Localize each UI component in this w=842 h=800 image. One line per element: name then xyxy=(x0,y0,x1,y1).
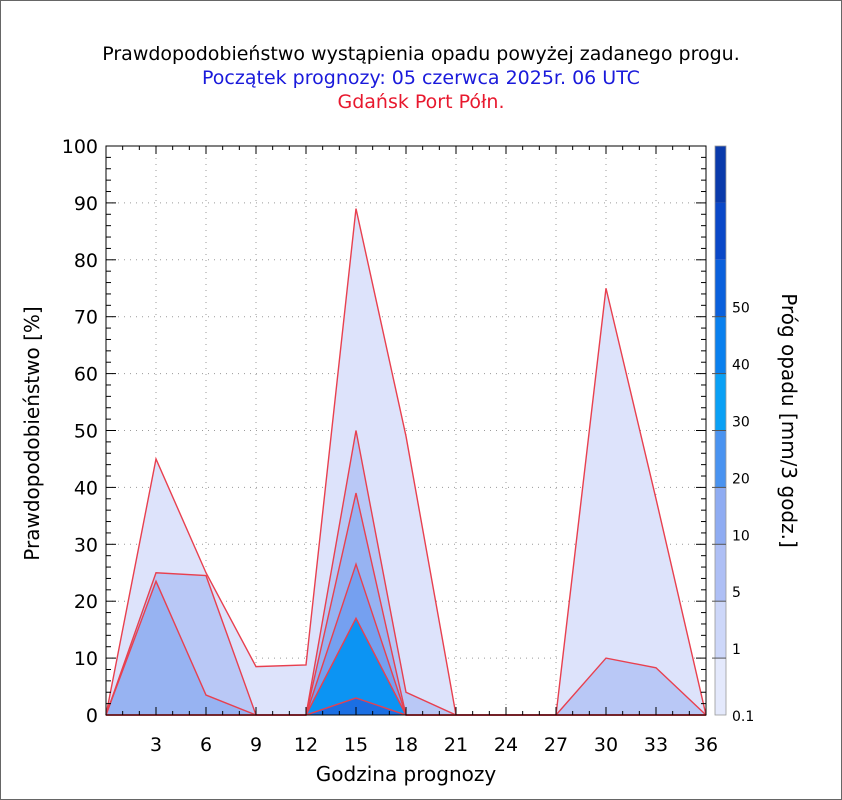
y-tick-label: 40 xyxy=(74,477,98,499)
y-tick-label: 60 xyxy=(74,364,98,386)
y-tick-label: 100 xyxy=(62,136,98,158)
y-tick-label: 50 xyxy=(74,421,98,443)
area-threshold-5 xyxy=(106,493,706,715)
chart-title: Prawdopodobieństwo wystąpienia opadu pow… xyxy=(102,43,740,65)
x-tick-label: 12 xyxy=(294,734,318,756)
x-tick-label: 3 xyxy=(150,734,162,756)
colorbar-tick-label: 30 xyxy=(732,415,750,431)
x-tick-label: 27 xyxy=(544,734,568,756)
colorbar-tick-label: 20 xyxy=(732,471,750,487)
colorbar-segment xyxy=(715,146,726,203)
x-tick-label: 30 xyxy=(594,734,618,756)
colorbar-tick-label: 10 xyxy=(732,528,750,544)
colorbar-segment xyxy=(715,373,726,431)
x-tick-label: 24 xyxy=(494,734,518,756)
y-tick-label: 0 xyxy=(86,705,98,727)
y-axis-label: Prawdopodobieństwo [%] xyxy=(20,306,44,560)
colorbar-tick-label: 0.1 xyxy=(732,709,754,725)
x-tick-label: 9 xyxy=(250,734,262,756)
x-tick-label: 33 xyxy=(644,734,668,756)
colorbar-segment xyxy=(715,316,726,374)
area-threshold-0-1 xyxy=(106,208,706,715)
colorbar-segment xyxy=(715,487,726,545)
line-threshold-0-1 xyxy=(105,208,707,716)
chart-subtitle: Początek prognozy: 05 czerwca 2025r. 06 … xyxy=(202,67,640,89)
y-tick-label: 90 xyxy=(74,193,98,215)
x-tick-label: 15 xyxy=(344,734,368,756)
colorbar-segment xyxy=(715,430,726,488)
colorbar-label: Próg opadu [mm/3 godz.] xyxy=(777,293,801,548)
y-tick-label: 30 xyxy=(74,534,98,556)
colorbar-segment xyxy=(715,544,726,602)
x-tick-label: 36 xyxy=(694,734,718,756)
colorbar-tick-label: 40 xyxy=(732,358,750,374)
colorbar-tick-label: 1 xyxy=(732,642,741,658)
y-tick-label: 70 xyxy=(74,307,98,329)
colorbar-segment xyxy=(715,259,726,317)
colorbar-tick-label: 50 xyxy=(732,301,750,317)
colorbar-segment xyxy=(715,202,726,260)
colorbar-segment xyxy=(715,658,726,715)
y-tick-label: 20 xyxy=(74,591,98,613)
y-tick-label: 80 xyxy=(74,250,98,272)
x-tick-label: 21 xyxy=(444,734,468,756)
x-axis-label: Godzina prognozy xyxy=(316,762,497,786)
line-threshold-1 xyxy=(105,430,707,716)
y-tick-label: 10 xyxy=(74,648,98,670)
x-tick-label: 6 xyxy=(200,734,212,756)
chart-location: Gdańsk Port Półn. xyxy=(337,91,505,113)
x-tick-label: 18 xyxy=(394,734,418,756)
colorbar-segment xyxy=(715,601,726,659)
colorbar-tick-label: 5 xyxy=(732,585,741,601)
